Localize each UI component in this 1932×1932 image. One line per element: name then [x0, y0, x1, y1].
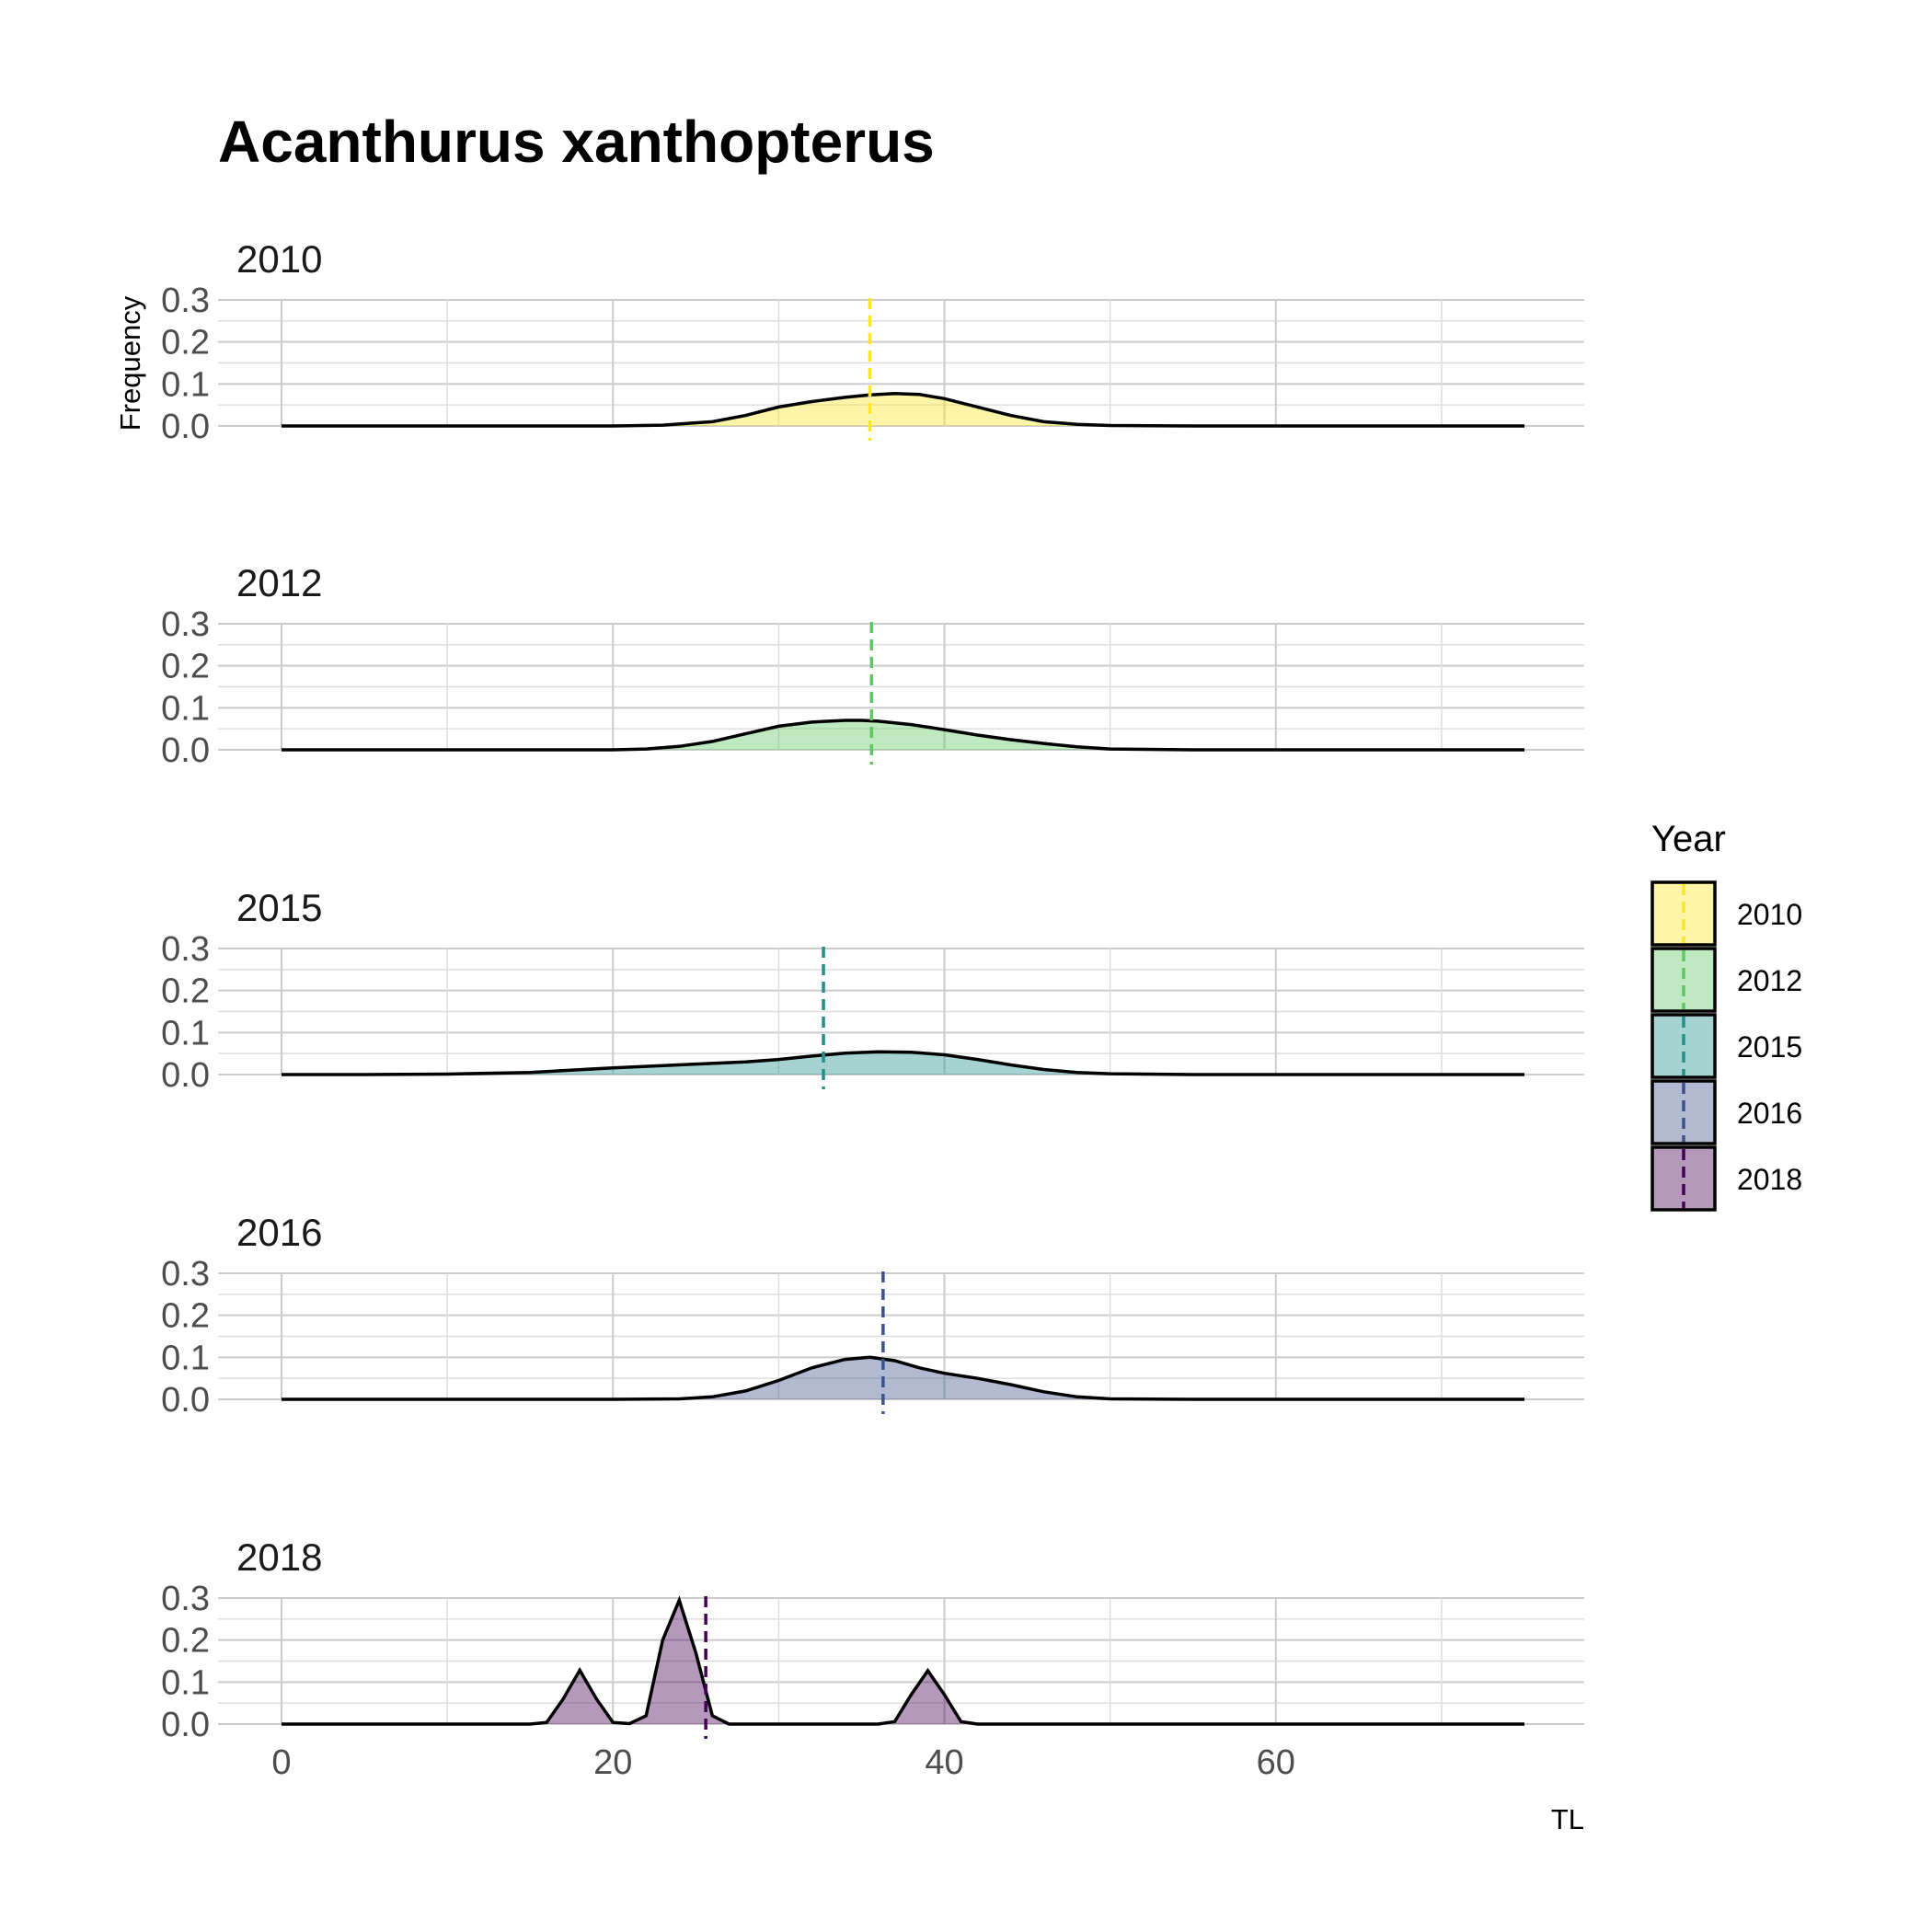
y-tick-label: 0.2: [161, 324, 210, 362]
y-tick-label: 0.0: [161, 408, 210, 446]
y-tick-label: 0.1: [161, 1339, 210, 1377]
panel-2012: 2012 0.00.10.2 0.3: [161, 561, 1584, 770]
y-tick-label: 0.3: [161, 282, 210, 320]
legend-title: Year: [1651, 819, 1726, 859]
y-tick-label: 0.1: [161, 1663, 210, 1702]
legend-label: 2018: [1737, 1163, 1802, 1196]
legend-item-2018: 2018: [1650, 1145, 1802, 1212]
x-axis: 0 20 40 60: [271, 1743, 1295, 1782]
y-tick-label: 0.2: [161, 972, 210, 1011]
density-area-2010: [282, 393, 1524, 426]
density-area-2016: [282, 1357, 1524, 1399]
panel-2018: 2018 0.0 0.10.2 0.3: [161, 1535, 1584, 1744]
legend-item-2015: 2015: [1650, 1013, 1802, 1079]
legend-item-2012: 2012: [1650, 947, 1802, 1013]
y-tick-label: 0.1: [161, 365, 210, 404]
y-tick-label: 0.3: [161, 1580, 210, 1618]
y-tick-label: 0.2: [161, 1622, 210, 1661]
density-line-2018: [282, 1595, 1524, 1726]
panels: 20100.00.10.20.320120.00.10.20.320150.00…: [161, 237, 1584, 1744]
density-area-2015: [282, 1052, 1524, 1075]
y-tick-label: 0.3: [161, 605, 210, 644]
density-line-2015: [282, 1050, 1524, 1076]
legend-label: 2010: [1737, 898, 1802, 931]
panel-2016: 2016 0.0 0.10.20.3: [161, 1211, 1584, 1420]
y-tick-label: 0.2: [161, 1297, 210, 1336]
panel-title: 2015: [236, 886, 322, 929]
density-area-2012: [282, 720, 1524, 750]
y-tick-label: 0.0: [161, 731, 210, 770]
y-tick-label: 0.0: [161, 1381, 210, 1420]
panel-title: 2012: [236, 561, 322, 604]
x-tick-label: 60: [1257, 1743, 1295, 1782]
y-tick-label: 0.0: [161, 1706, 210, 1744]
x-axis-label: TL: [1551, 1803, 1584, 1835]
y-tick-label: 0.1: [161, 689, 210, 728]
y-tick-label: 0.3: [161, 930, 210, 969]
legend: Year 2010 2012 2015 2016 2018: [1650, 819, 1802, 1212]
legend-item-2010: 2010: [1650, 880, 1802, 947]
legend-label: 2015: [1737, 1030, 1802, 1064]
legend-key-swatch: [1650, 880, 1717, 947]
panel-title: 2018: [236, 1535, 322, 1579]
legend-label: 2016: [1737, 1097, 1802, 1130]
panel-title: 2010: [236, 237, 322, 281]
panel-title: 2016: [236, 1211, 322, 1254]
y-tick-label: 0.1: [161, 1014, 210, 1052]
y-tick-label: 0.3: [161, 1255, 210, 1294]
legend-item-2016: 2016: [1650, 1079, 1802, 1145]
density-line-2016: [282, 1355, 1524, 1401]
x-tick-label: 0: [271, 1743, 291, 1782]
y-tick-label: 0.2: [161, 648, 210, 686]
x-tick-label: 20: [593, 1743, 632, 1782]
density-line-2010: [282, 392, 1524, 428]
y-tick-label: 0.0: [161, 1056, 210, 1095]
density-line-2012: [282, 719, 1524, 752]
panel-2010: 2010 0.0 0.10.2 0.3: [161, 237, 1584, 446]
y-axis-label: Frequency: [114, 295, 146, 431]
chart-title: Acanthurus xanthopterus: [218, 109, 935, 175]
legend-label: 2012: [1737, 964, 1802, 997]
x-tick-label: 40: [925, 1743, 963, 1782]
panel-2015: 2015 0.0 0.10.20.3: [161, 886, 1584, 1095]
